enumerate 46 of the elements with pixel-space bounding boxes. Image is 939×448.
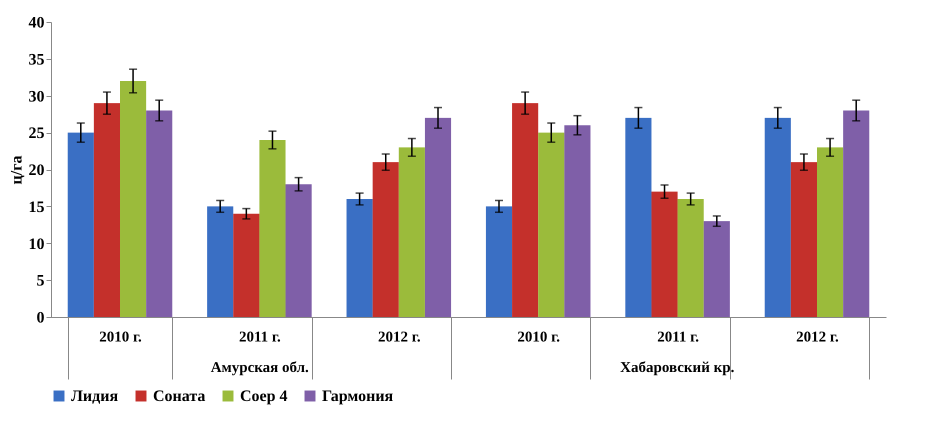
bar bbox=[233, 214, 260, 317]
bar bbox=[68, 132, 94, 317]
bar bbox=[424, 118, 452, 317]
bar bbox=[146, 110, 172, 317]
x-tick-label: 2011 г. bbox=[657, 330, 700, 346]
bar bbox=[286, 184, 312, 317]
bar bbox=[625, 118, 652, 317]
bar bbox=[790, 162, 817, 317]
bar bbox=[816, 147, 844, 317]
y-axis-title: ц/га bbox=[8, 156, 26, 184]
legend-label: Гармония bbox=[322, 388, 394, 405]
y-tick-label: 0 bbox=[36, 310, 44, 326]
y-tick-label: 25 bbox=[28, 125, 44, 142]
bar bbox=[120, 81, 146, 317]
y-tick-label: 40 bbox=[28, 14, 44, 32]
legend-label: Лидия bbox=[71, 388, 118, 405]
legend-label: Соната bbox=[153, 388, 206, 405]
bar bbox=[207, 206, 234, 317]
x-tick-label: 2011 г. bbox=[239, 330, 282, 346]
y-tick-label: 20 bbox=[28, 162, 44, 179]
text: Хабаровский кр. bbox=[620, 360, 735, 376]
bar bbox=[651, 192, 678, 317]
bar bbox=[564, 125, 590, 317]
y-tick-label: 35 bbox=[28, 51, 44, 68]
y-tick-label: 15 bbox=[28, 198, 44, 216]
bar bbox=[538, 132, 564, 317]
x-tick-label: 2012 г. bbox=[796, 330, 840, 346]
bar bbox=[512, 103, 538, 317]
legend-label: Соер 4 bbox=[240, 388, 288, 405]
bar bbox=[346, 199, 373, 317]
bar bbox=[94, 103, 120, 317]
y-tick-label: 30 bbox=[28, 88, 44, 106]
text: Амурская обл. bbox=[210, 360, 310, 376]
bar bbox=[843, 110, 870, 317]
x-tick-label: 2010 г. bbox=[99, 330, 142, 346]
x-tick-label: 2012 г. bbox=[378, 330, 421, 346]
bar bbox=[259, 140, 286, 317]
bar bbox=[764, 118, 791, 317]
bar bbox=[372, 162, 399, 317]
bar bbox=[678, 199, 704, 317]
bar bbox=[486, 206, 512, 317]
bar bbox=[398, 147, 425, 317]
y-tick-label: 10 bbox=[28, 236, 44, 253]
bar bbox=[704, 221, 730, 317]
x-tick-label: 2010 г. bbox=[517, 330, 560, 346]
y-tick-label: 5 bbox=[36, 272, 44, 290]
